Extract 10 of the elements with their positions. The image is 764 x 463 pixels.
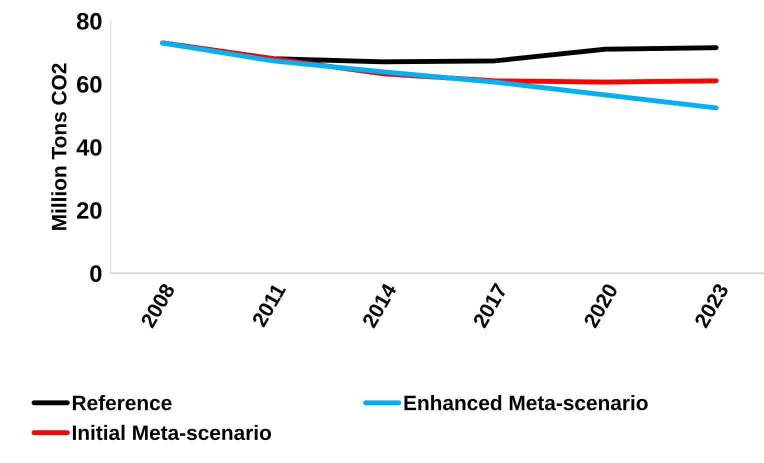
legend-label: Initial Meta-scenario: [72, 424, 271, 440]
line-series: [160, 40, 719, 110]
y-tick-label: 0: [90, 265, 102, 282]
y-tick-label: 60: [77, 76, 102, 93]
y-tick-label: 20: [77, 202, 102, 219]
y-axis-title: Million Tons CO2: [51, 64, 67, 230]
y-tick-label: 80: [76, 12, 102, 30]
legend-label: Enhanced Meta-scenario: [404, 394, 648, 410]
y-tick-label: 40: [76, 139, 102, 156]
legend-label: Reference: [72, 394, 172, 410]
